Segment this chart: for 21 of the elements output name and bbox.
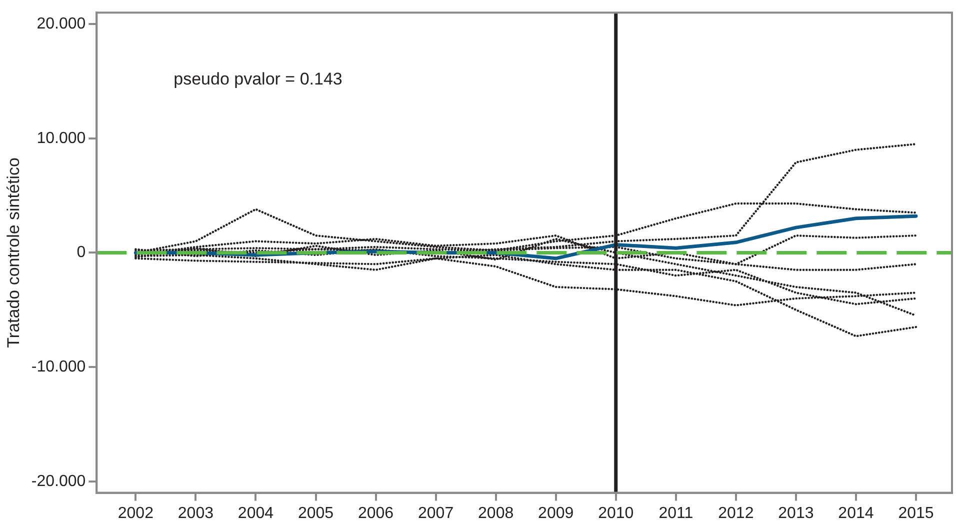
y-axis-title: Tratado controle sintético bbox=[4, 158, 23, 348]
x-tick-label: 2008 bbox=[478, 504, 514, 522]
annotation: pseudo pvalor = 0.143 bbox=[174, 70, 342, 89]
x-tick-label: 2003 bbox=[178, 504, 214, 522]
x-tick-label: 2012 bbox=[718, 504, 754, 522]
x-tick-label: 2014 bbox=[838, 504, 874, 522]
x-tick-label: 2011 bbox=[658, 504, 694, 522]
y-tick-label: -10.000 bbox=[31, 358, 86, 376]
y-tick-label: -20.000 bbox=[31, 472, 86, 490]
y-tick-label: 10.000 bbox=[36, 130, 86, 147]
x-tick-label: 2015 bbox=[898, 504, 934, 522]
x-tick-label: 2007 bbox=[418, 504, 454, 522]
y-tick-label: 20.000 bbox=[36, 15, 86, 32]
x-tick-label: 2009 bbox=[538, 504, 574, 522]
x-tick-label: 2005 bbox=[298, 504, 334, 522]
x-tick-label: 2013 bbox=[778, 504, 814, 522]
x-tick-label: 2004 bbox=[238, 504, 274, 522]
x-tick-label: 2002 bbox=[118, 504, 154, 522]
x-tick-label: 2010 bbox=[598, 504, 634, 522]
x-tick-label: 2006 bbox=[358, 504, 394, 522]
y-tick-label: 0 bbox=[76, 244, 86, 262]
